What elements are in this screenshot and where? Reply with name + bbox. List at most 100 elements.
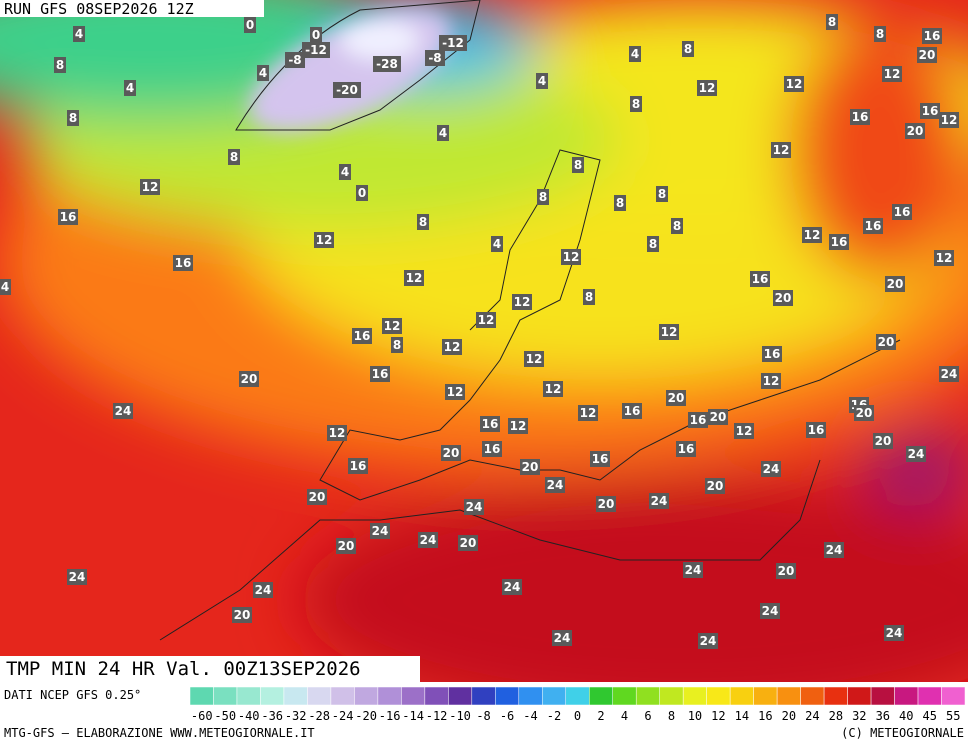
label-box xyxy=(802,227,822,243)
label-box xyxy=(656,186,668,202)
color-swatch xyxy=(847,686,872,706)
label-box xyxy=(537,189,549,205)
label-box xyxy=(917,47,937,63)
color-swatch xyxy=(635,686,660,706)
label-box xyxy=(698,633,718,649)
temperature-label: 12 xyxy=(526,352,543,366)
temperature-label: 20 xyxy=(710,410,727,424)
temperature-label: 16 xyxy=(354,329,371,343)
temperature-label: 24 xyxy=(826,543,843,557)
label-box xyxy=(480,416,500,432)
temperature-label: 12 xyxy=(884,67,901,81)
colorbar-label: -40 xyxy=(238,709,260,723)
label-box xyxy=(327,425,347,441)
label-box xyxy=(784,76,804,92)
label-box xyxy=(445,384,465,400)
label-box xyxy=(939,112,959,128)
label-box xyxy=(697,80,717,96)
label-box xyxy=(829,234,849,250)
color-swatch xyxy=(659,686,684,706)
temperature-label: 4 xyxy=(538,74,546,88)
label-box xyxy=(458,535,478,551)
temperature-label: 24 xyxy=(255,583,272,597)
colorbar-label: 0 xyxy=(574,709,581,723)
color-swatch xyxy=(330,686,355,706)
temperature-label: 0 xyxy=(358,186,366,200)
label-box xyxy=(370,366,390,382)
label-box xyxy=(67,110,79,126)
temperature-label: 8 xyxy=(393,338,401,352)
temperature-label: 20 xyxy=(887,277,904,291)
temperature-label: 16 xyxy=(372,367,389,381)
label-box xyxy=(0,279,11,295)
temperature-label: 24 xyxy=(908,447,925,461)
colorbar-label: 2 xyxy=(597,709,604,723)
label-box xyxy=(285,52,305,68)
label-box xyxy=(67,569,87,585)
run-info: RUN GFS 08SEP2026 12Z xyxy=(4,0,194,18)
temperature-label: -8 xyxy=(428,51,441,65)
colorbar-label: 40 xyxy=(899,709,913,723)
credit: MTG-GFS — ELABORAZIONE WWW.METEOGIORNALE… xyxy=(4,726,315,740)
label-box xyxy=(885,276,905,292)
temperature-label: -28 xyxy=(376,57,398,71)
temperature-label: 12 xyxy=(941,113,958,127)
temperature-label: 24 xyxy=(372,524,389,538)
temperature-label: 12 xyxy=(763,374,780,388)
temperature-label: 16 xyxy=(894,205,911,219)
temperature-label: 12 xyxy=(316,233,333,247)
colorbar-label: -2 xyxy=(547,709,561,723)
label-box xyxy=(336,538,356,554)
label-box xyxy=(543,381,563,397)
temperature-label: 16 xyxy=(690,413,707,427)
temperature-label: 20 xyxy=(309,490,326,504)
temperature-label: 8 xyxy=(616,196,624,210)
temperature-label: 8 xyxy=(673,219,681,233)
label-box xyxy=(906,446,926,462)
colorbar-label: 36 xyxy=(876,709,890,723)
color-swatch xyxy=(236,686,261,706)
colorbar-label: -12 xyxy=(426,709,448,723)
label-box xyxy=(647,236,659,252)
label-box xyxy=(596,496,616,512)
temperature-label: 24 xyxy=(941,367,958,381)
color-swatch xyxy=(542,686,567,706)
temperature-label: 16 xyxy=(852,110,869,124)
temperature-label: 20 xyxy=(522,460,539,474)
colorbar-label: -14 xyxy=(402,709,424,723)
label-box xyxy=(708,409,728,425)
temperature-label: 12 xyxy=(699,81,716,95)
label-box xyxy=(356,185,368,201)
label-box xyxy=(682,41,694,57)
label-box xyxy=(771,142,791,158)
label-box xyxy=(244,17,256,33)
label-box xyxy=(439,35,467,51)
colorbar-label: 55 xyxy=(946,709,960,723)
label-box xyxy=(382,318,402,334)
label-box xyxy=(583,289,595,305)
colorbar-label: -28 xyxy=(308,709,330,723)
label-box xyxy=(253,582,273,598)
label-box xyxy=(874,26,886,42)
colorbar-label: 32 xyxy=(852,709,866,723)
label-box xyxy=(373,56,401,72)
temperature-label: 20 xyxy=(241,372,258,386)
label-box xyxy=(391,337,403,353)
color-swatch xyxy=(354,686,379,706)
temperature-label: 4 xyxy=(259,66,267,80)
temperature-label: -12 xyxy=(442,36,464,50)
label-box xyxy=(688,412,708,428)
label-box xyxy=(404,270,424,286)
temperature-label: 16 xyxy=(924,29,941,43)
temperature-label: 8 xyxy=(649,237,657,251)
temperature-label: 8 xyxy=(69,111,77,125)
label-box xyxy=(622,403,642,419)
label-box xyxy=(239,371,259,387)
label-box xyxy=(750,271,770,287)
temperature-label: 20 xyxy=(778,564,795,578)
temperature-label: 16 xyxy=(922,104,939,118)
colorbar-label: 14 xyxy=(735,709,749,723)
label-box xyxy=(173,255,193,271)
label-box xyxy=(418,532,438,548)
